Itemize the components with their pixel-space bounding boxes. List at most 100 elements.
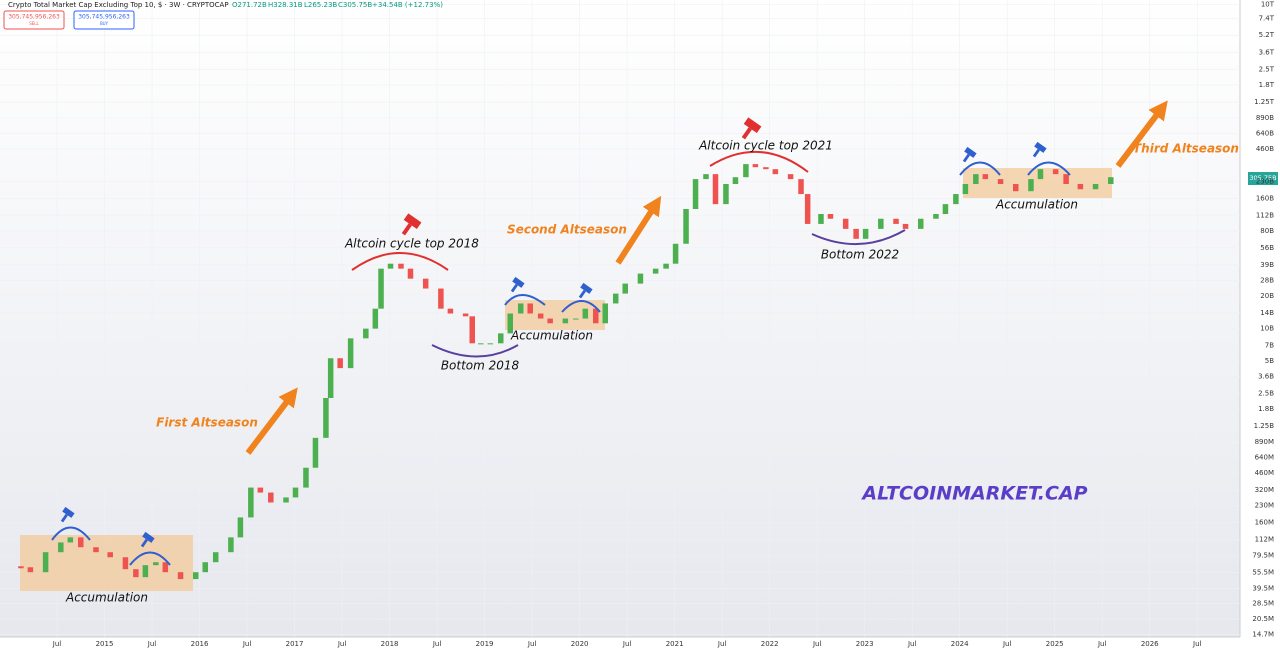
sell-label[interactable]: SELL [29, 21, 39, 26]
ohlc-high: H328.31B [268, 1, 303, 9]
top-arc-small [504, 294, 546, 306]
plot-background [0, 0, 1240, 637]
x-tick-label: Jul [147, 640, 157, 648]
candle [268, 492, 274, 503]
y-tick-label: 3.6T [1259, 48, 1275, 56]
x-tick-label: 2021 [666, 640, 684, 648]
y-tick-label: 55.5M [1252, 568, 1274, 576]
annotation: Bottom 2018 [441, 359, 520, 373]
candle [787, 174, 794, 180]
x-tick-label: 2026 [1141, 640, 1159, 648]
candle [372, 308, 379, 329]
annotation: Third Altseason [1133, 142, 1239, 156]
ohlc-open: O271.72B [232, 1, 267, 9]
candle [527, 303, 533, 314]
hammer-icon [578, 282, 593, 299]
y-tick-label: 112B [1256, 211, 1274, 219]
candle [962, 184, 969, 195]
candle [212, 552, 219, 563]
candle [177, 572, 184, 580]
buy-button[interactable] [73, 10, 135, 30]
arrow [245, 387, 298, 455]
candle [58, 542, 64, 553]
y-tick-label: 14B [1260, 309, 1274, 317]
candle [93, 547, 99, 553]
sell-price[interactable]: 305,745,956,263 [8, 14, 60, 21]
hammer-icon [1032, 141, 1047, 158]
hammer-icon [962, 146, 977, 163]
watermark: ALTCOINMARKET.CAP [860, 483, 1087, 505]
y-tick-label: 890B [1256, 114, 1274, 122]
y-tick-label: 10B [1260, 325, 1274, 333]
candle [637, 273, 644, 284]
hammer-icon [401, 213, 422, 236]
price-axis [1240, 0, 1280, 649]
candle [1063, 174, 1069, 185]
arrow [615, 195, 662, 265]
x-tick-label: Jul [812, 640, 822, 648]
candle [743, 164, 749, 178]
x-tick-label: Jul [337, 640, 347, 648]
last-price-tag [1248, 172, 1278, 185]
x-tick-label: Jul [52, 640, 62, 648]
candle [953, 194, 959, 205]
annotation: First Altseason [156, 416, 258, 430]
y-tick-label: 640M [1255, 454, 1274, 462]
candle [228, 537, 234, 553]
candle [732, 177, 739, 185]
candle [248, 487, 254, 518]
annotation: Accumulation [65, 591, 148, 605]
candle [257, 487, 264, 493]
candle [862, 228, 869, 239]
candle [573, 318, 579, 320]
ohlc-low: L265.23B [304, 1, 337, 9]
x-tick-label: 2016 [191, 640, 209, 648]
sell-button[interactable] [3, 10, 65, 30]
y-tick-label: 1.25T [1254, 98, 1275, 106]
x-tick-label: 2022 [761, 640, 779, 648]
candle [447, 308, 454, 314]
annotation: Altcoin cycle top 2018 [344, 237, 479, 251]
accumulation-box [963, 168, 1112, 198]
candle [18, 566, 24, 569]
candle [893, 218, 899, 224]
candle [853, 228, 859, 239]
buy-price[interactable]: 305,745,956,263 [78, 14, 130, 21]
y-tick-label: 320M [1255, 486, 1274, 494]
candle [478, 343, 484, 345]
x-tick-label: 2025 [1046, 640, 1064, 648]
y-tick-label: 20.5M [1252, 615, 1274, 623]
candle [133, 569, 139, 578]
candle [363, 328, 369, 339]
candle [438, 288, 444, 309]
annotation: Accumulation [510, 329, 593, 343]
annotation: Bottom 2022 [821, 248, 899, 262]
candle [337, 358, 343, 369]
hammer-icon [140, 531, 155, 548]
candle [763, 167, 769, 170]
candle [122, 557, 129, 570]
y-tick-label: 28B [1260, 276, 1274, 284]
x-tick-label: Jul [1097, 640, 1107, 648]
buy-label[interactable]: BUY [100, 21, 109, 26]
candle [237, 517, 244, 538]
y-tick-label: 460B [1256, 145, 1274, 153]
x-tick-label: Jul [432, 640, 442, 648]
candle [818, 214, 824, 224]
y-tick-label: 2.5T [1259, 66, 1275, 74]
y-tick-label: 10T [1261, 0, 1275, 8]
annotation: Altcoin cycle top 2021 [698, 139, 833, 153]
candle [593, 308, 599, 324]
y-tick-label: 14.7M [1252, 631, 1274, 639]
candle [162, 562, 169, 573]
candle [663, 263, 669, 269]
candle [303, 467, 309, 488]
ohlc-change: +34.54B (+12.73%) [372, 1, 443, 9]
candle [312, 437, 319, 468]
candle [798, 179, 804, 195]
drawings [51, 100, 1168, 566]
y-tick-label: 5.2T [1259, 31, 1275, 39]
candle [672, 243, 679, 264]
candle [1077, 184, 1084, 190]
